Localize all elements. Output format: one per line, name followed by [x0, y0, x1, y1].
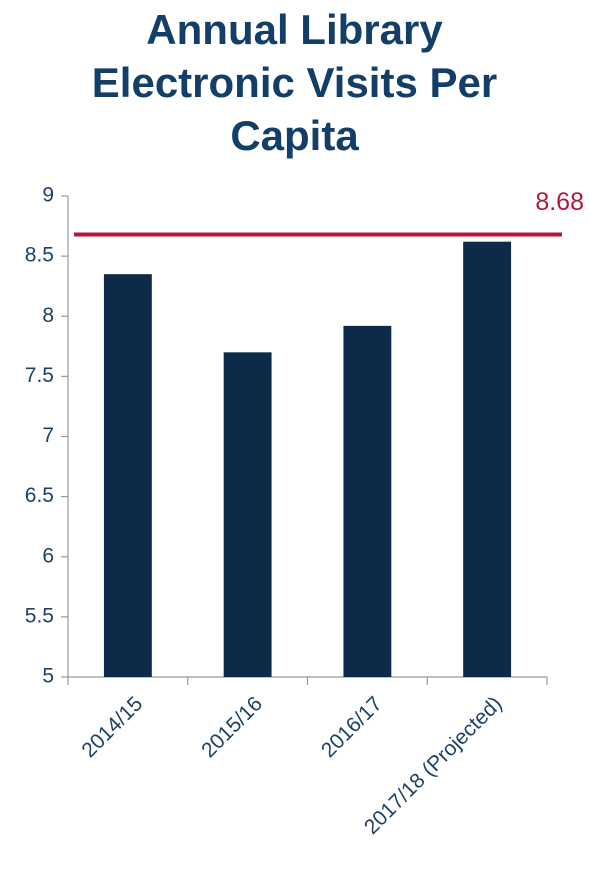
y-tick-label: 5.5	[25, 604, 54, 627]
bar	[463, 241, 512, 677]
y-tick-label: 7.5	[25, 364, 54, 387]
chart-title: Annual Library Electronic Visits Per Cap…	[91, 6, 498, 159]
x-tick-label: 2015/16	[197, 692, 267, 762]
bar	[103, 274, 152, 677]
y-tick-label: 6.5	[25, 484, 54, 507]
y-tick-label: 7	[42, 424, 54, 447]
reference-label: 8.68	[535, 188, 584, 216]
y-tick-label: 9	[42, 184, 54, 207]
bar	[223, 352, 272, 677]
x-tick-label: 2016/17	[317, 692, 387, 762]
x-tick-label: 2017/18 (Projected)	[360, 692, 507, 839]
y-tick-label: 8	[42, 304, 54, 327]
y-tick-label: 5	[42, 665, 54, 688]
bar	[343, 325, 392, 677]
title-box: Annual Library Electronic Visits Per Cap…	[0, 3, 589, 162]
y-tick-label: 6	[42, 544, 54, 567]
x-tick-label: 2014/15	[77, 692, 147, 762]
y-tick-label: 8.5	[25, 244, 54, 267]
